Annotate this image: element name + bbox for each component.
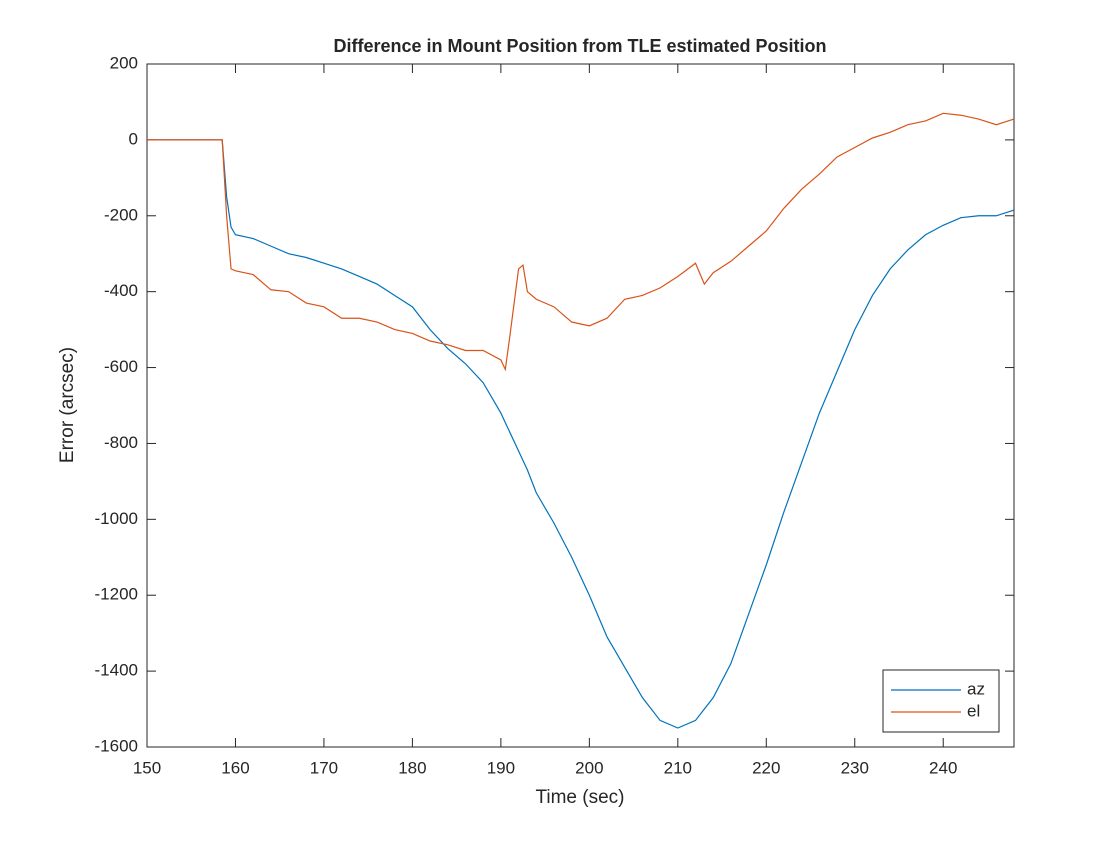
y-tick-label: -1200 [95,585,138,604]
series-line [147,139,1015,729]
x-tick-label: 190 [487,758,515,777]
series-line [147,112,1015,372]
chart-title: Difference in Mount Position from TLE es… [333,36,826,56]
x-tick-label: 200 [575,758,603,777]
x-tick-label: 220 [752,758,780,777]
y-tick-label: -600 [104,357,138,376]
legend-box [882,669,1000,733]
y-tick-label: -1600 [95,736,138,755]
y-tick-label: -1400 [95,661,138,680]
x-tick-label: 210 [664,758,692,777]
y-tick-label: -400 [104,281,138,300]
y-tick-label: 0 [129,129,138,148]
y-tick-label: -1000 [95,509,138,528]
x-tick-label: 240 [929,758,957,777]
y-tick-label: -800 [104,433,138,452]
plot-area [146,63,1015,748]
y-axis-label: Error (arcsec) [57,347,78,463]
x-tick-label: 180 [398,758,426,777]
x-axis-label: Time (sec) [535,787,624,808]
y-tick-label: 200 [110,53,138,72]
x-tick-label: 160 [221,758,249,777]
x-tick-label: 230 [841,758,869,777]
legend-label: el [967,701,980,720]
legend: az el [882,669,1000,733]
y-tick-label: -200 [104,205,138,224]
x-tick-label: 150 [133,758,161,777]
x-tick-label: 170 [310,758,338,777]
legend-label: az [967,679,985,698]
